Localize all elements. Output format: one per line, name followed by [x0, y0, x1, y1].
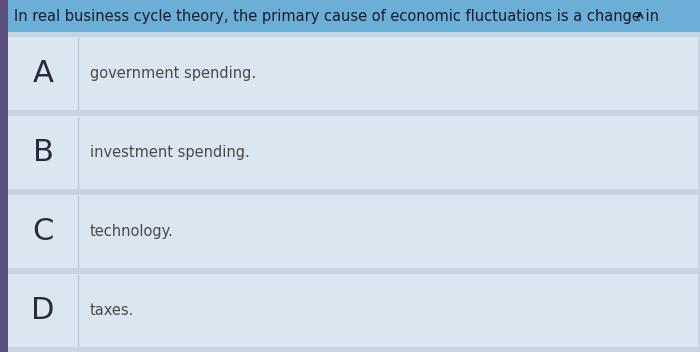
Text: In real business cycle theory, the primary cause of economic fluctuations is a c: In real business cycle theory, the prima…	[14, 8, 659, 24]
Text: A: A	[33, 59, 53, 88]
Text: government spending.: government spending.	[90, 66, 256, 81]
FancyBboxPatch shape	[8, 274, 698, 347]
FancyBboxPatch shape	[8, 195, 698, 268]
Text: investment spending.: investment spending.	[90, 145, 250, 160]
FancyBboxPatch shape	[8, 37, 698, 110]
Text: technology.: technology.	[90, 224, 174, 239]
Text: B: B	[33, 138, 53, 167]
Text: C: C	[32, 217, 54, 246]
FancyBboxPatch shape	[8, 0, 700, 32]
FancyBboxPatch shape	[8, 116, 698, 189]
FancyBboxPatch shape	[0, 0, 8, 352]
Text: D: D	[32, 296, 55, 325]
Text: taxes.: taxes.	[90, 303, 134, 318]
